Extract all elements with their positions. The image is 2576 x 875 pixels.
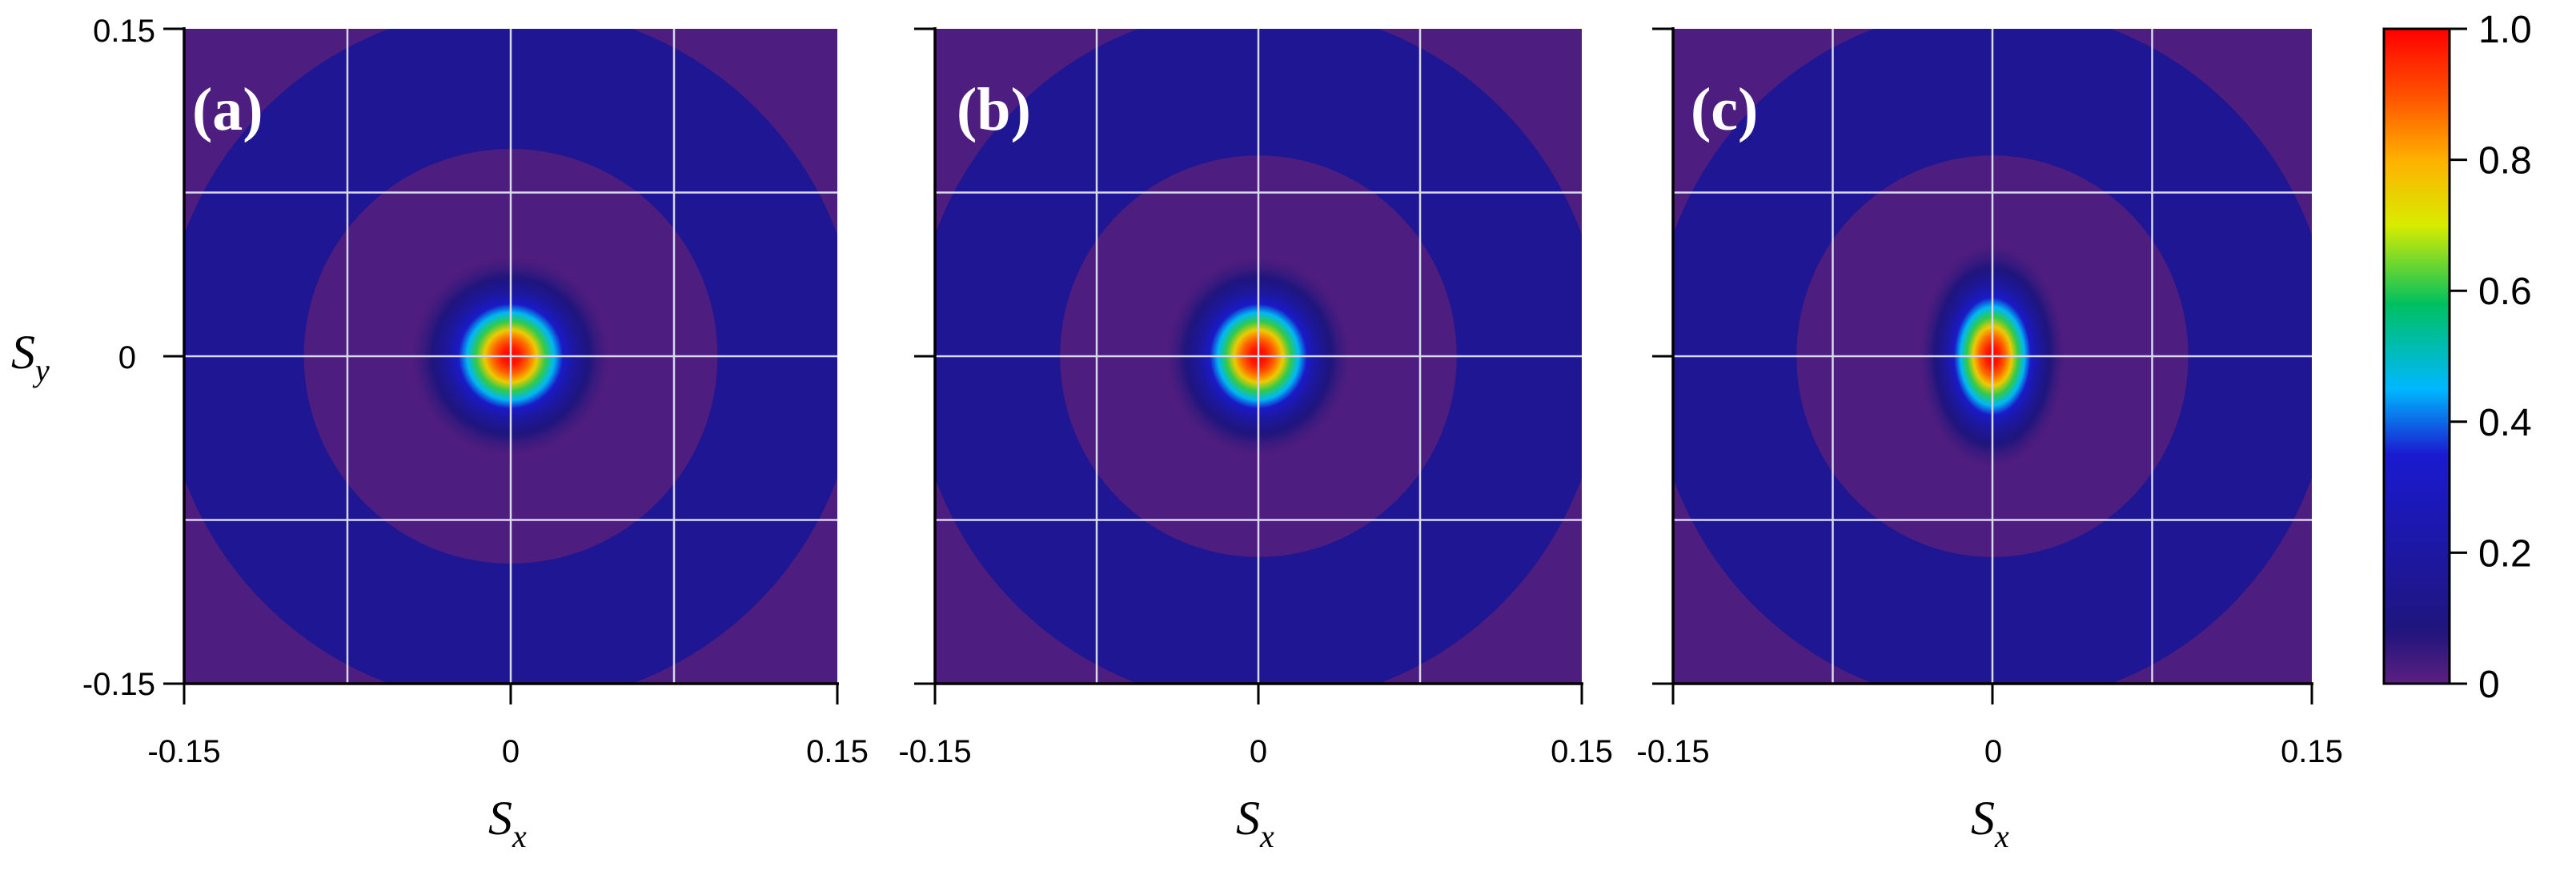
x-tick-mid-b: 0 [1250, 734, 1267, 769]
colorbar-tick-label-1: 0.8 [2478, 140, 2532, 183]
x-tick-right-a: 0.15 [806, 734, 869, 769]
y-axis-label: S [11, 326, 35, 379]
colorbar-tick-label-5: 0 [2478, 664, 2500, 706]
colorbar-tick-label-2: 0.6 [2478, 271, 2532, 313]
x-axis-label-sub-b: x [1259, 818, 1274, 854]
plot-layers-b [935, 29, 1582, 684]
y-axis-title: Sy [11, 326, 50, 388]
plot-layers-c [1673, 29, 2312, 684]
x-tick-right-b: 0.15 [1551, 734, 1613, 769]
colorbar-tick-label-0: 1.0 [2478, 9, 2532, 51]
x-axis-title-b: Sx [1236, 792, 1274, 854]
x-tick-right-c: 0.15 [2281, 734, 2343, 769]
x-axis-label-sub-c: x [1994, 818, 2009, 854]
panel-label-b: (b) [957, 76, 1031, 143]
x-tick-mid-c: 0 [1984, 734, 2002, 769]
x-tick-left-b: -0.15 [898, 734, 971, 769]
heatmap-panel-a: (a) 0.15 0 -0.15 Sy -0.15 0 0.15 Sx [11, 14, 869, 854]
colorbar-tick-label-3: 0.4 [2478, 402, 2532, 444]
plot-area-b [914, 27, 1583, 704]
colorbar-gradient [2382, 27, 2451, 685]
colorbar: 1.0 0.8 0.6 0.4 0.2 0 [2382, 9, 2532, 706]
x-axis-label-b: S [1236, 792, 1260, 845]
x-axis-label-c: S [1971, 792, 1995, 845]
y-tick-top-a: 0.15 [93, 14, 155, 49]
x-axis-title-a: Sx [488, 792, 527, 854]
panel-label-c: (c) [1691, 76, 1758, 143]
plot-area-c [1652, 27, 2313, 704]
x-axis-title-c: Sx [1971, 792, 2009, 854]
x-axis-label-sub-a: x [512, 818, 527, 854]
x-tick-mid-a: 0 [502, 734, 520, 769]
colorbar-tick-label-4: 0.2 [2478, 532, 2532, 575]
y-tick-bottom-a: -0.15 [82, 667, 155, 702]
x-tick-left-a: -0.15 [147, 734, 220, 769]
x-tick-left-c: -0.15 [1636, 734, 1709, 769]
plot-area-a [163, 27, 839, 704]
panel-label-a: (a) [192, 76, 263, 143]
colorbar-ticks: 1.0 0.8 0.6 0.4 0.2 0 [2450, 9, 2532, 706]
heatmap-panel-c: (c) -0.15 0 0.15 Sx [1636, 27, 2343, 854]
plot-layers-a [184, 29, 837, 684]
x-axis-label-a: S [488, 792, 512, 845]
heatmap-panel-b: (b) -0.15 0 0.15 Sx [898, 27, 1613, 854]
y-tick-mid-a: 0 [118, 340, 136, 375]
y-axis-label-sub: y [32, 352, 50, 388]
